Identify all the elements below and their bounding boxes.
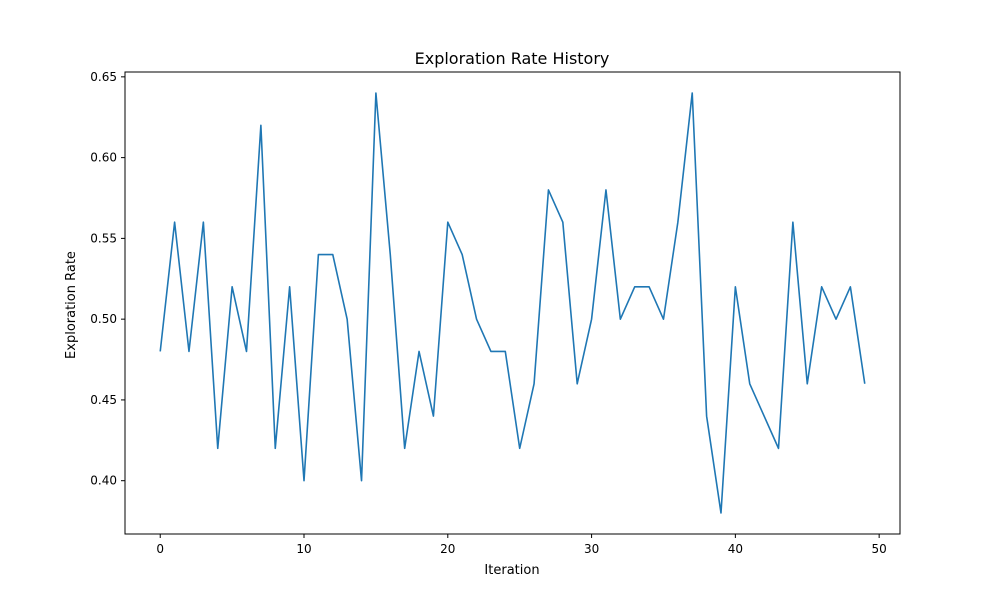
x-tick-label: 50 xyxy=(872,542,887,556)
plot-area-frame xyxy=(124,71,901,535)
x-tick-label: 20 xyxy=(440,542,455,556)
ticks-layer: 0 10 20 30 40 50 0.40 0.45 0.50 0.55 0.60 0.65 xyxy=(90,70,887,556)
y-tick-label: 0.65 xyxy=(90,70,117,84)
series-layer xyxy=(159,92,866,514)
x-tick-label: 0 xyxy=(156,542,164,556)
y-tick-label: 0.45 xyxy=(90,393,117,407)
x-tick-label: 30 xyxy=(584,542,599,556)
x-tick-label: 10 xyxy=(296,542,311,556)
y-tick-label: 0.60 xyxy=(90,151,117,165)
chart-title: Exploration Rate History xyxy=(415,49,610,68)
y-axis-label: Exploration Rate xyxy=(64,251,79,359)
y-tick-label: 0.50 xyxy=(90,312,117,326)
x-tick-label: 40 xyxy=(728,542,743,556)
x-axis-label: Iteration xyxy=(484,563,539,578)
y-tick-label: 0.40 xyxy=(90,474,117,488)
series-line xyxy=(159,92,866,514)
y-tick-label: 0.55 xyxy=(90,231,117,245)
